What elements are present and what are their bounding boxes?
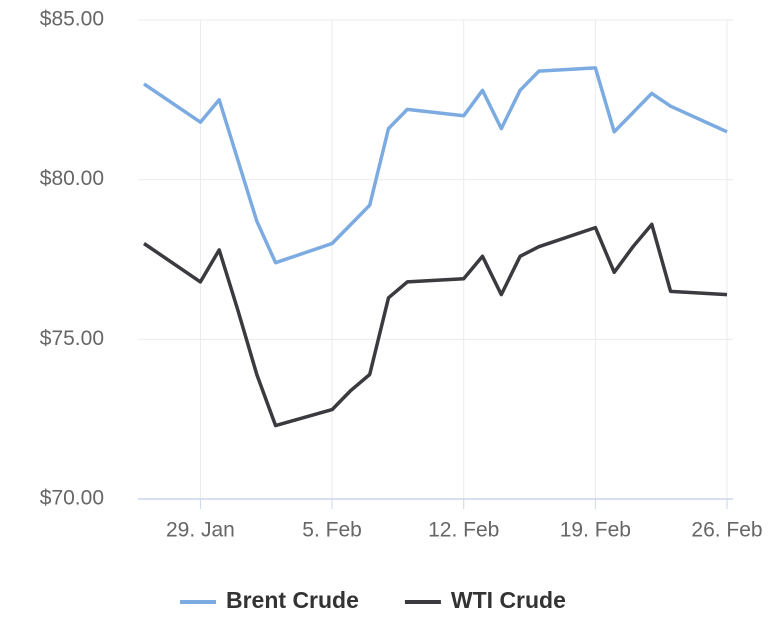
y-tick-label: $75.00 [40, 327, 104, 350]
y-tick-label: $80.00 [40, 167, 104, 190]
legend-label: Brent Crude [226, 587, 359, 613]
x-tick-label: 5. Feb [302, 519, 362, 542]
x-tick-label: 26. Feb [691, 519, 762, 542]
series-line [143, 222, 728, 428]
y-tick-label: $85.00 [40, 8, 104, 31]
series-line [143, 66, 728, 265]
y-tick-label: $70.00 [40, 487, 104, 510]
x-tick-label: 19. Feb [560, 519, 631, 542]
x-tick-label: 29. Jan [166, 519, 235, 542]
legend-label: WTI Crude [451, 587, 566, 613]
x-tick-label: 12. Feb [428, 519, 499, 542]
